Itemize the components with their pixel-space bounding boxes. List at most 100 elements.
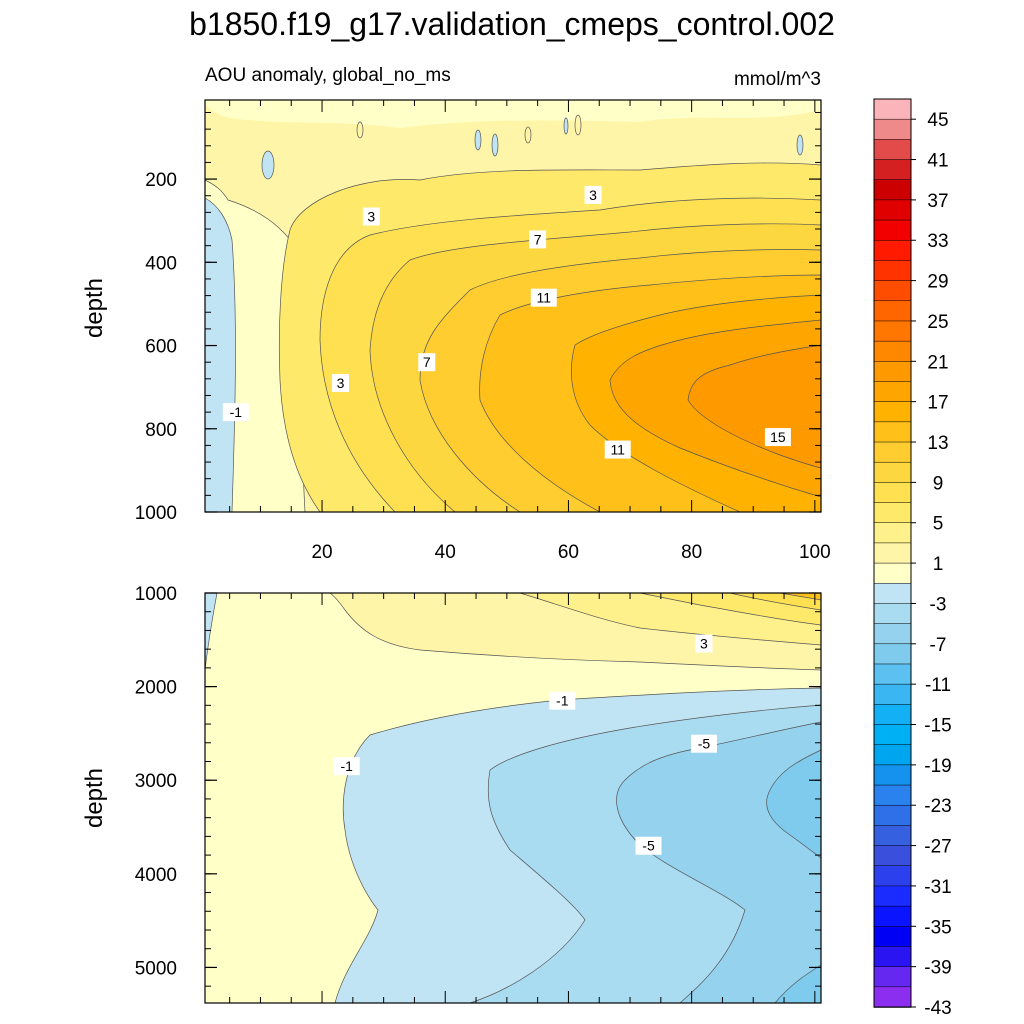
- contour-label-bg: [604, 440, 631, 459]
- x-tick-label: 60: [558, 542, 579, 563]
- contour-label: 7: [534, 231, 542, 247]
- colorbar-label: 41: [927, 151, 948, 172]
- chart-units: mmol/m^3: [734, 69, 821, 90]
- upper-panel: 3 3 7 11 -1 3 7 11 15 200 400 600 800 1000 depth: [81, 99, 822, 524]
- colorbar-swatch: [873, 663, 912, 685]
- colorbar-label: 9: [933, 473, 944, 494]
- colorbar-swatch: [873, 946, 912, 968]
- y-tick-label: 4000: [135, 865, 177, 886]
- colorbar-label: -27: [924, 837, 951, 858]
- colorbar-swatch: [873, 159, 912, 181]
- colorbar-label: -15: [924, 716, 951, 737]
- colorbar-swatch: [873, 704, 912, 726]
- contour-label: -5: [698, 736, 711, 752]
- colorbar-swatch: [873, 300, 912, 322]
- y-tick-label: 1000: [135, 584, 177, 605]
- x-tick-label: 100: [799, 542, 831, 563]
- colorbar-label: -35: [924, 917, 951, 938]
- colorbar-swatch: [873, 643, 912, 665]
- colorbar-swatch: [873, 482, 912, 504]
- colorbar-swatch: [873, 986, 912, 1008]
- colorbar-swatch: [873, 401, 912, 423]
- colorbar-swatch: [873, 502, 912, 524]
- colorbar-swatch: [873, 441, 912, 463]
- colorbar-label: 37: [927, 191, 948, 212]
- contour-label-bg: [584, 185, 602, 204]
- colorbar-swatch: [873, 683, 912, 706]
- colorbar-swatch: [873, 361, 912, 383]
- contour-label-bg: [362, 207, 380, 226]
- colorbar-label: -39: [924, 958, 951, 979]
- contour-label: -1: [340, 758, 353, 774]
- colorbar-swatch: [873, 744, 912, 766]
- y-tick-label: 600: [145, 337, 177, 358]
- contour-label-bg: [418, 353, 436, 372]
- x-axis-tick-labels: 20 40 60 80 100: [311, 542, 830, 563]
- y-tick-label: 1000: [135, 503, 177, 524]
- colorbar-swatch: [873, 603, 912, 625]
- colorbar-label: -19: [924, 756, 951, 777]
- colorbar-label: -31: [924, 877, 951, 898]
- colorbar-swatch: [873, 583, 912, 605]
- lower-panel: 3 -1 -5 -1 -5 1000 2000 3000 4000 5000 depth: [81, 584, 822, 1004]
- colorbar-label: 45: [927, 110, 948, 131]
- colorbar-swatch: [873, 865, 912, 887]
- colorbar-swatch: [873, 825, 912, 847]
- x-tick-label: 80: [681, 542, 702, 563]
- contour-label: 7: [423, 354, 431, 370]
- colorbar-label: 25: [927, 312, 948, 333]
- colorbar-swatch: [873, 724, 912, 746]
- contour-label: 3: [589, 187, 597, 203]
- colorbar-swatch: [873, 179, 912, 201]
- colorbar-swatch: [873, 804, 912, 827]
- contour-label-bg: [333, 757, 360, 776]
- colorbar-label: -43: [924, 998, 951, 1019]
- x-tick-label: 20: [311, 542, 332, 563]
- colorbar-label: -11: [925, 675, 951, 696]
- y-tick-label: 2000: [135, 678, 177, 699]
- colorbar-swatch: [873, 845, 912, 867]
- colorbar-swatch: [873, 542, 912, 564]
- colorbar-swatch: [873, 199, 912, 221]
- chart-title: b1850.f19_g17.validation_cmeps_control.0…: [189, 6, 835, 42]
- colorbar-swatch: [873, 421, 912, 443]
- contour-label-bg: [529, 230, 547, 249]
- upper-contour-fills: [204, 100, 822, 513]
- colorbar-swatch: [873, 340, 912, 363]
- colorbar-label: 1: [933, 554, 944, 575]
- colorbar-swatch: [873, 885, 912, 907]
- colorbar-swatch: [873, 139, 912, 161]
- contour-label-bg: [530, 288, 557, 307]
- colorbar-swatch: [873, 381, 912, 403]
- lower-ticks: 1000 2000 3000 4000 5000: [135, 584, 821, 1003]
- lower-ylabel: depth: [81, 768, 108, 828]
- colorbar-label: 21: [927, 352, 948, 373]
- contour-label: 3: [700, 636, 708, 652]
- contour-label: -1: [556, 693, 569, 709]
- contour-label-bg: [332, 373, 350, 392]
- colorbar-swatch: [873, 764, 912, 786]
- x-tick-label: 40: [435, 542, 456, 563]
- contour-label-bg: [222, 403, 249, 422]
- colorbar-swatch: [873, 239, 912, 262]
- colorbar-label: 5: [933, 514, 944, 535]
- contour-label: 3: [337, 375, 345, 391]
- colorbar-swatch: [873, 966, 912, 988]
- y-tick-label: 3000: [135, 771, 177, 792]
- contour-label: -5: [642, 838, 655, 854]
- contour-label: 11: [610, 442, 625, 458]
- contour-label: 3: [367, 209, 375, 225]
- contour-label: -1: [230, 404, 243, 420]
- contour-label-bg: [695, 634, 713, 653]
- y-tick-label: 400: [145, 253, 177, 274]
- colorbar-swatch: [873, 219, 912, 241]
- colorbar-label: -7: [930, 635, 947, 656]
- colorbar-swatch: [873, 623, 912, 645]
- y-tick-label: 200: [145, 170, 177, 191]
- colorbar-label: -23: [924, 796, 951, 817]
- colorbar-swatch: [873, 98, 912, 120]
- contour-label: 15: [770, 429, 786, 445]
- chart-subtitle-left: AOU anomaly, global_no_ms: [205, 65, 451, 86]
- contour-label-bg: [690, 734, 717, 753]
